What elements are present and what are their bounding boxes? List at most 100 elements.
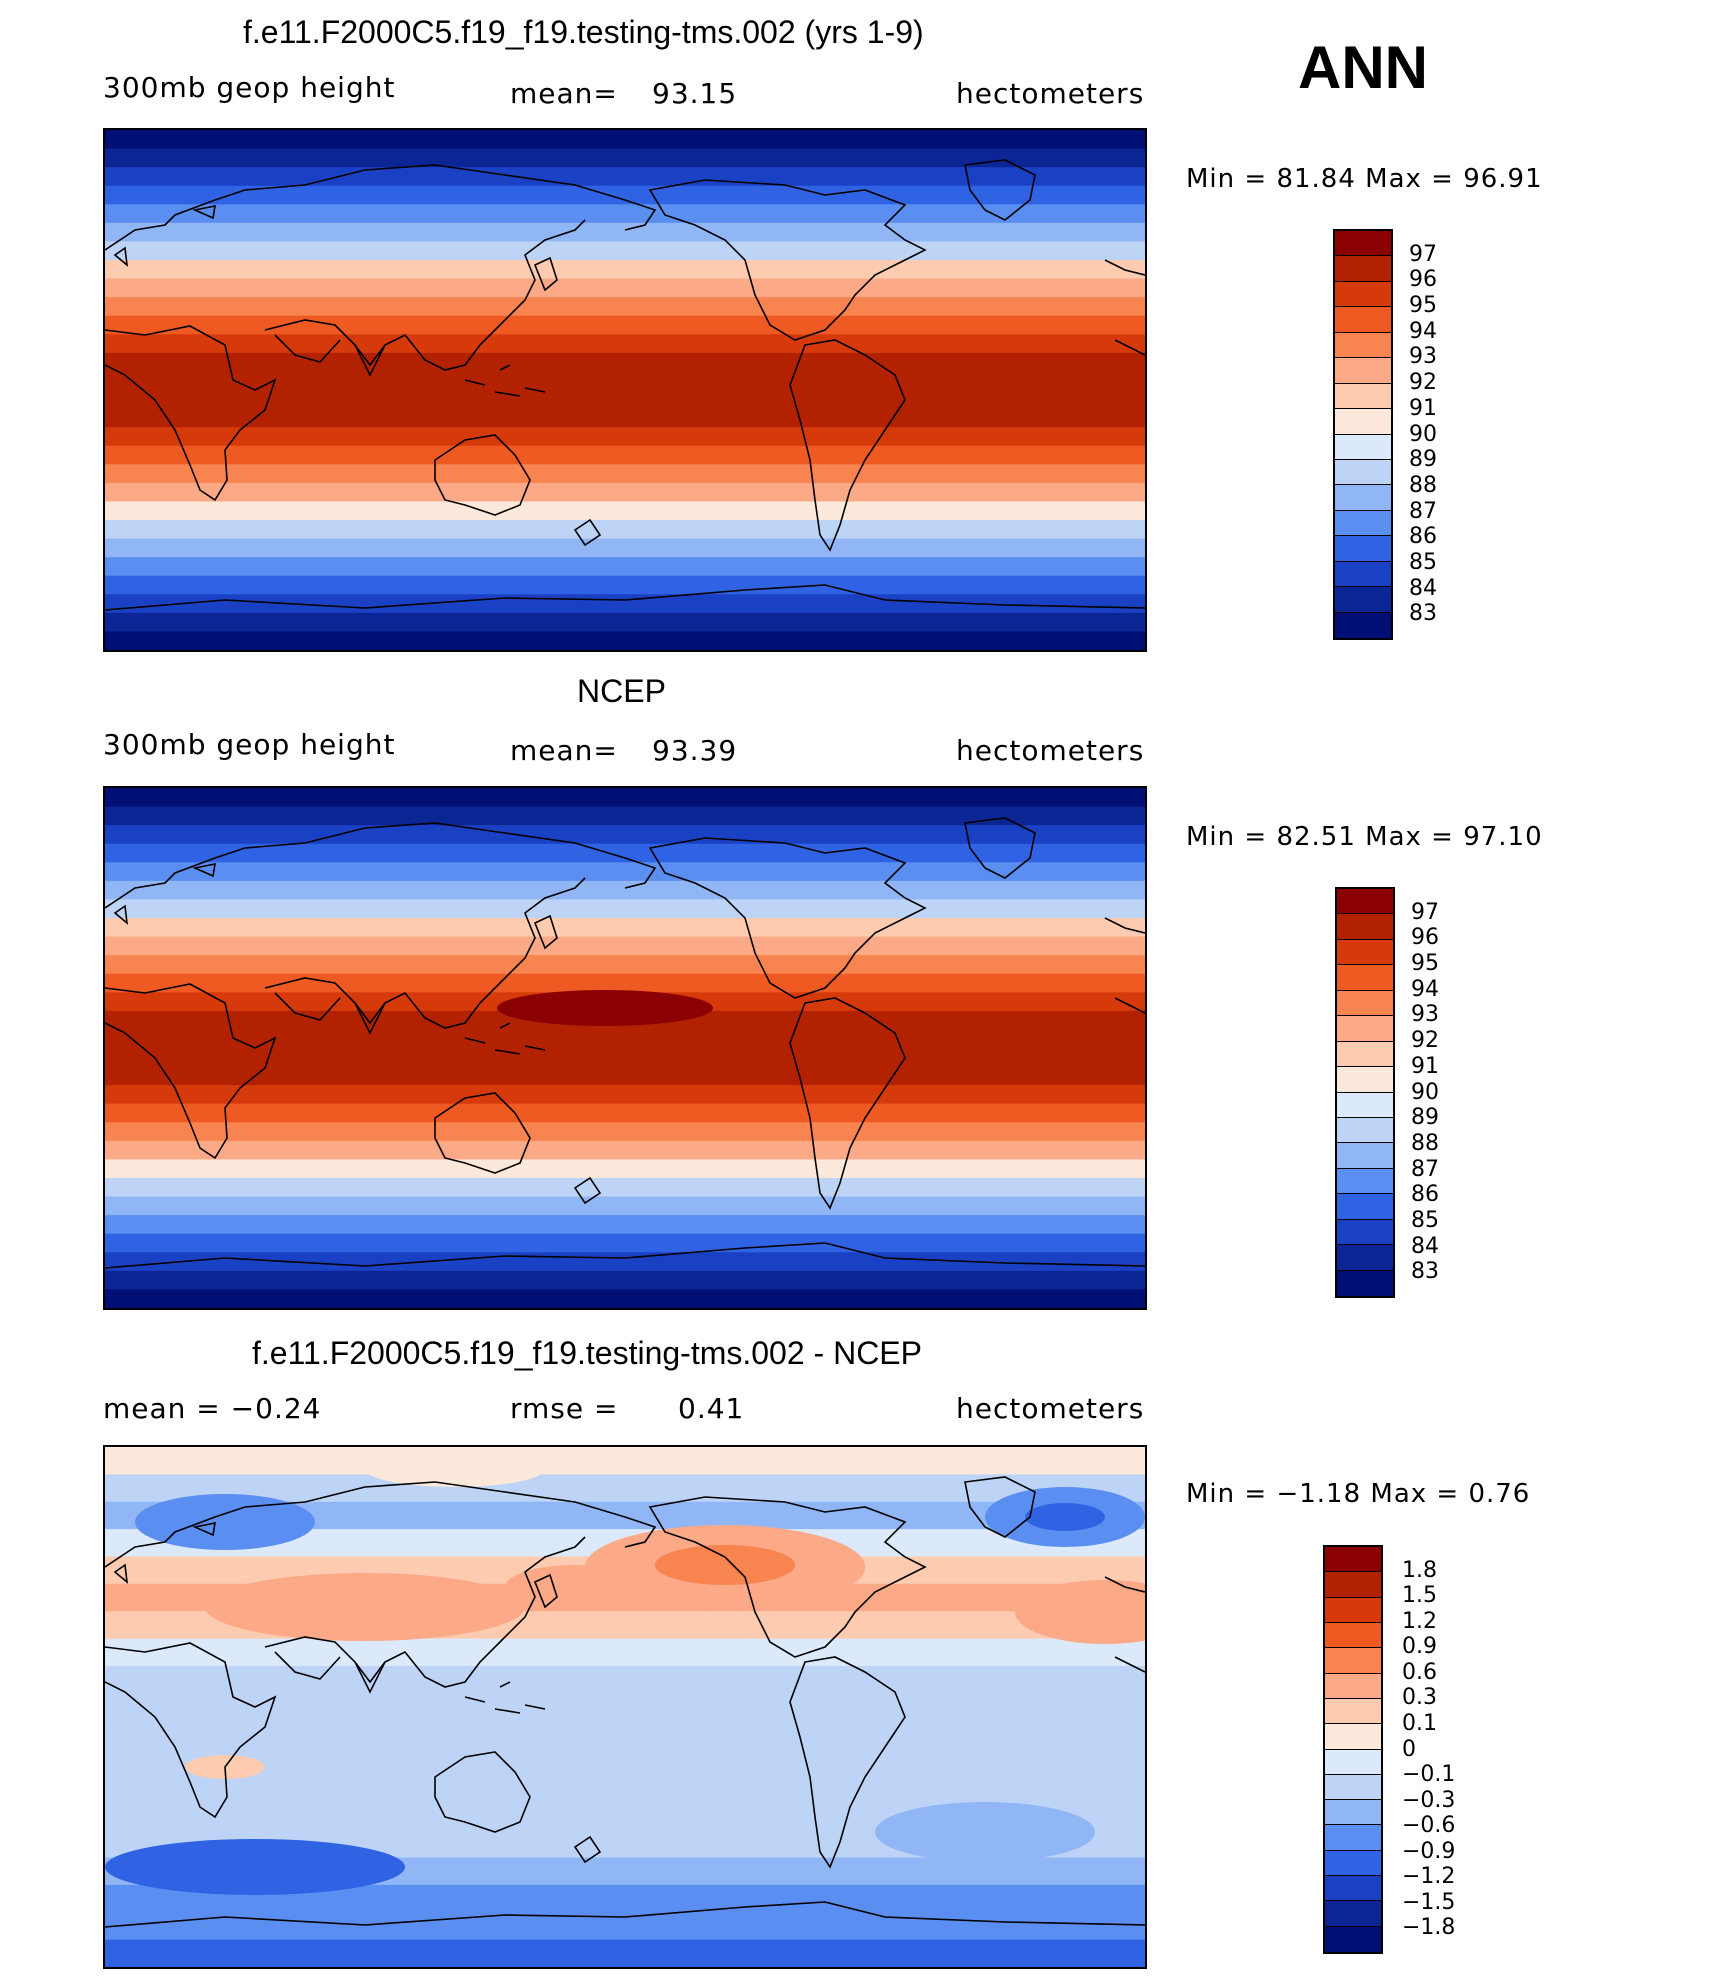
panel1-coastlines — [105, 159, 1145, 611]
map-band — [105, 1048, 1145, 1068]
map-band — [105, 955, 1145, 975]
colorbar-label: 95 — [1411, 951, 1439, 977]
map-band — [105, 482, 1145, 503]
map-band — [105, 1748, 1145, 1777]
map-band — [105, 1638, 1145, 1667]
panel1-map-canvas — [105, 130, 1145, 650]
map-band — [105, 222, 1145, 243]
colorbar-label: 87 — [1409, 498, 1437, 524]
map-band — [105, 788, 1145, 808]
season-label: ANN — [1298, 34, 1428, 101]
colorbar-swatch — [1337, 1194, 1393, 1220]
panel3-siberia-negative — [135, 1494, 315, 1550]
colorbar-label: 94 — [1409, 318, 1437, 344]
colorbar-label: 0.3 — [1402, 1685, 1437, 1711]
coastline — [464, 1681, 546, 1714]
colorbar-label: 1.2 — [1402, 1608, 1437, 1634]
colorbar-swatch — [1325, 1800, 1381, 1826]
colorbar-swatch — [1337, 939, 1393, 966]
colorbar-label: 90 — [1411, 1079, 1439, 1105]
panel2-map — [103, 786, 1147, 1310]
colorbar-swatch — [1335, 383, 1391, 410]
coastline — [105, 325, 277, 502]
map-band — [105, 297, 1145, 317]
map-band — [105, 501, 1145, 521]
coastline — [964, 1476, 1036, 1538]
coastline — [573, 1835, 602, 1864]
colorbar-swatch — [1325, 1597, 1381, 1623]
map-band — [105, 241, 1145, 261]
panel2-mean-label: mean= — [510, 734, 618, 767]
colorbar-swatch — [1337, 1092, 1393, 1118]
map-band — [105, 408, 1145, 428]
coastline — [1104, 1576, 1145, 1673]
map-band — [105, 371, 1145, 391]
coastline — [789, 1656, 906, 1869]
panel3-colorbar — [1323, 1545, 1383, 1954]
colorbar-swatch — [1325, 1901, 1381, 1927]
coastline — [1104, 259, 1145, 356]
coastline — [113, 1521, 216, 1584]
panel1-mean-value: 93.15 — [652, 77, 738, 110]
colorbar-label: 93 — [1409, 344, 1437, 370]
coastline — [274, 334, 386, 377]
map-band — [105, 880, 1145, 901]
panel1-variable-label: 300mb geop height — [103, 71, 396, 104]
colorbar-label: 89 — [1409, 447, 1437, 473]
panel3-atlantic-positive — [1015, 1580, 1145, 1644]
map-band — [105, 185, 1145, 205]
colorbar-label: 87 — [1411, 1156, 1439, 1182]
map-band — [105, 1270, 1145, 1291]
map-band — [105, 575, 1145, 595]
coastline — [113, 862, 216, 925]
coastline — [533, 1573, 558, 1609]
panel3-eurasia-positive-core — [505, 1565, 645, 1609]
panel3-rmse-label: rmse = — [510, 1392, 619, 1425]
colorbar-label: 97 — [1411, 899, 1439, 925]
map-band — [105, 843, 1145, 863]
colorbar-label: 1.5 — [1402, 1583, 1437, 1609]
map-band — [105, 130, 1145, 150]
colorbar-label: −1.5 — [1402, 1889, 1456, 1915]
colorbar-label: 97 — [1409, 241, 1437, 267]
map-band — [105, 315, 1145, 335]
colorbar-swatch — [1337, 1117, 1393, 1144]
colorbar-swatch — [1337, 1016, 1393, 1042]
colorbar-label: 90 — [1409, 421, 1437, 447]
colorbar-label: 0 — [1402, 1736, 1416, 1762]
colorbar-swatch — [1325, 1850, 1381, 1877]
colorbar-swatch — [1325, 1926, 1381, 1952]
map-band — [105, 973, 1145, 993]
coastline — [434, 1751, 531, 1833]
colorbar-swatch — [1325, 1673, 1381, 1699]
map-band — [105, 1122, 1145, 1142]
coastline — [464, 364, 546, 397]
coastline — [105, 822, 657, 909]
coastline — [533, 256, 558, 292]
panel2-units: hectometers — [956, 734, 1145, 767]
panel1-title: f.e11.F2000C5.f19_f19.testing-tms.002 (y… — [243, 14, 924, 50]
colorbar-swatch — [1325, 1698, 1381, 1725]
map-band — [105, 167, 1145, 187]
coastline — [648, 837, 927, 999]
panel3-canada-negative-core — [1025, 1503, 1105, 1531]
colorbar-swatch — [1337, 1270, 1393, 1296]
coastline — [264, 1536, 586, 1688]
colorbar-label: 1.8 — [1402, 1557, 1437, 1583]
colorbar-swatch — [1335, 231, 1391, 257]
map-band — [105, 1289, 1145, 1308]
panel2-map-canvas — [105, 788, 1145, 1308]
coastline — [105, 1481, 657, 1568]
colorbar-swatch — [1335, 256, 1391, 282]
map-band — [105, 806, 1145, 826]
map-band — [105, 148, 1145, 168]
map-band — [105, 352, 1145, 373]
colorbar-label: −1.8 — [1402, 1915, 1456, 1941]
colorbar-swatch — [1337, 1168, 1393, 1195]
colorbar-label: 85 — [1409, 549, 1437, 575]
map-band — [105, 862, 1145, 882]
colorbar-swatch — [1325, 1547, 1381, 1573]
colorbar-swatch — [1325, 1648, 1381, 1674]
map-band — [105, 1939, 1145, 1967]
colorbar-swatch — [1335, 281, 1391, 308]
